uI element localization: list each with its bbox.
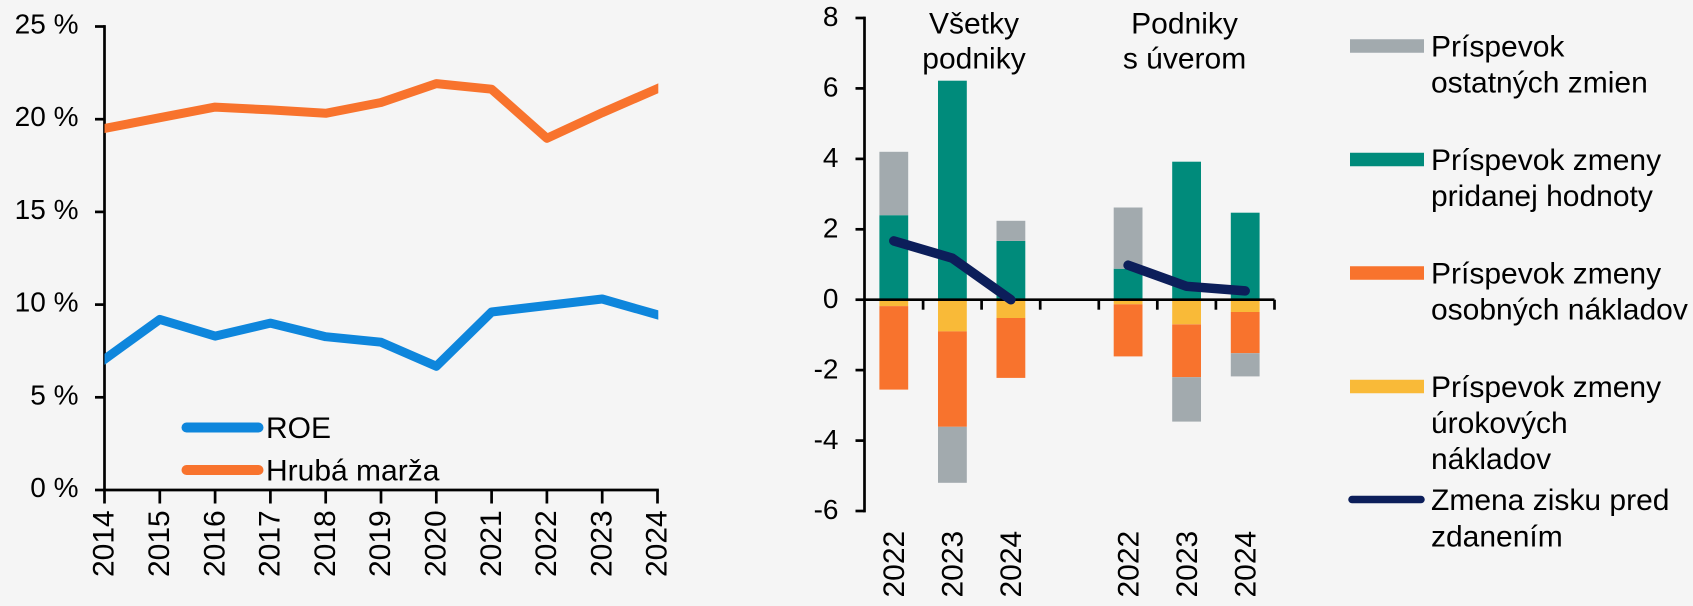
svg-text:s úverom: s úverom <box>1123 43 1246 76</box>
svg-text:nákladov: nákladov <box>1431 443 1551 476</box>
svg-text:Príspevok zmeny: Príspevok zmeny <box>1431 258 1661 291</box>
svg-text:Hrubá marža: Hrubá marža <box>266 455 440 488</box>
svg-text:10 %: 10 % <box>15 287 79 318</box>
svg-text:-2: -2 <box>814 353 839 384</box>
svg-text:5 %: 5 % <box>30 379 78 410</box>
svg-text:8: 8 <box>823 1 839 32</box>
svg-text:osobných nákladov: osobných nákladov <box>1431 294 1688 327</box>
svg-text:2022: 2022 <box>878 531 911 598</box>
svg-text:2018: 2018 <box>309 510 342 577</box>
svg-text:Zmena zisku pred: Zmena zisku pred <box>1431 484 1669 517</box>
svg-text:ROE: ROE <box>266 412 331 445</box>
svg-text:0: 0 <box>823 283 839 314</box>
svg-text:ostatných zmien: ostatných zmien <box>1431 67 1648 100</box>
svg-text:2024: 2024 <box>1229 531 1262 598</box>
svg-text:2017: 2017 <box>254 510 287 577</box>
svg-text:Príspevok: Príspevok <box>1431 31 1565 64</box>
svg-text:20 %: 20 % <box>15 101 79 132</box>
svg-text:2: 2 <box>823 213 839 244</box>
svg-text:15 %: 15 % <box>15 194 79 225</box>
svg-text:2024: 2024 <box>641 510 674 577</box>
svg-text:2015: 2015 <box>143 510 176 577</box>
svg-text:2023: 2023 <box>937 531 970 598</box>
svg-text:Všetky: Všetky <box>929 8 1019 41</box>
svg-text:2019: 2019 <box>364 510 397 577</box>
svg-text:-6: -6 <box>814 494 839 525</box>
svg-text:2023: 2023 <box>1171 531 1204 598</box>
svg-text:podniky: podniky <box>922 43 1025 76</box>
svg-text:2022: 2022 <box>1112 531 1145 598</box>
svg-text:2021: 2021 <box>475 510 508 577</box>
svg-text:Príspevok zmeny: Príspevok zmeny <box>1431 144 1661 177</box>
svg-text:6: 6 <box>823 72 839 103</box>
svg-text:Podniky: Podniky <box>1131 8 1238 41</box>
svg-text:2014: 2014 <box>88 510 121 577</box>
svg-text:2022: 2022 <box>530 510 563 577</box>
svg-text:4: 4 <box>823 142 839 173</box>
svg-text:Príspevok zmeny: Príspevok zmeny <box>1431 371 1661 404</box>
svg-text:25 %: 25 % <box>15 9 79 40</box>
svg-text:0 %: 0 % <box>30 472 78 503</box>
svg-text:-4: -4 <box>814 424 839 455</box>
svg-text:2024: 2024 <box>995 531 1028 598</box>
svg-text:pridanej hodnoty: pridanej hodnoty <box>1431 180 1653 213</box>
svg-text:zdanením: zdanením <box>1431 521 1563 554</box>
svg-text:úrokových: úrokových <box>1431 407 1568 440</box>
svg-text:2016: 2016 <box>198 510 231 577</box>
svg-text:2020: 2020 <box>420 510 453 577</box>
svg-text:2023: 2023 <box>585 510 618 577</box>
